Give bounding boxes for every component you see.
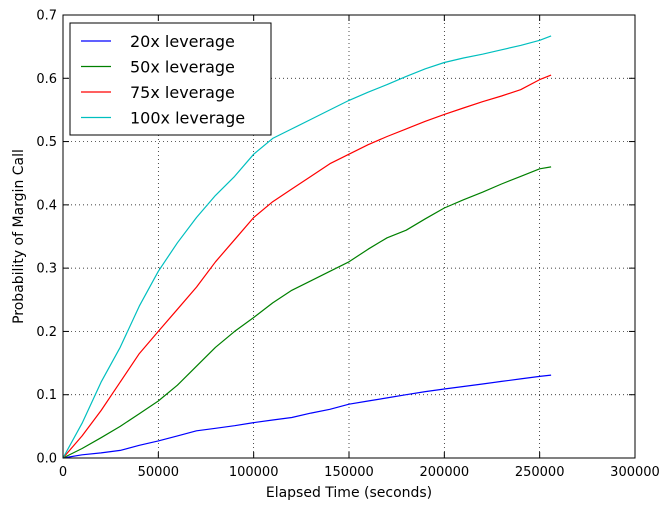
x-tick-label: 150000	[324, 465, 374, 480]
y-tick-label: 0.3	[36, 262, 57, 277]
y-tick-label: 0.5	[36, 135, 57, 150]
legend-box	[69, 22, 272, 136]
x-tick-label: 0	[59, 465, 67, 480]
x-tick-label: 50000	[138, 465, 179, 480]
y-tick-label: 0.4	[36, 198, 57, 213]
legend-label: 50x leverage	[130, 58, 235, 77]
series-lines	[62, 35, 552, 459]
legend: 20x leverage 50x leverage 75x leverage 100x…	[69, 22, 272, 136]
legend-label: 100x leverage	[130, 109, 245, 128]
y-tick-label: 0.7	[36, 9, 57, 24]
series-line-3	[62, 35, 552, 459]
y-tick-label: 0.0	[36, 452, 57, 467]
legend-label: 75x leverage	[130, 83, 235, 102]
y-tick-label: 0.6	[36, 72, 57, 87]
y-axis-label: Probability of Margin Call	[11, 149, 27, 324]
tick-labels: 0 50000 100000 150000 200000 250000 300000 0.0 0…	[36, 9, 660, 481]
series-line-2	[62, 74, 552, 459]
x-tick-label: 200000	[420, 465, 470, 480]
x-tick-label: 100000	[229, 465, 279, 480]
axis-ticks	[62, 14, 636, 459]
y-tick-label: 0.2	[36, 325, 57, 340]
legend-label: 20x leverage	[130, 32, 235, 51]
x-tick-label: 250000	[515, 465, 565, 480]
series-line-1	[62, 166, 552, 459]
y-tick-label: 0.1	[36, 388, 57, 403]
x-tick-label: 300000	[610, 465, 660, 480]
series-line-0	[62, 374, 552, 459]
x-axis-label: Elapsed Time (seconds)	[266, 485, 432, 501]
